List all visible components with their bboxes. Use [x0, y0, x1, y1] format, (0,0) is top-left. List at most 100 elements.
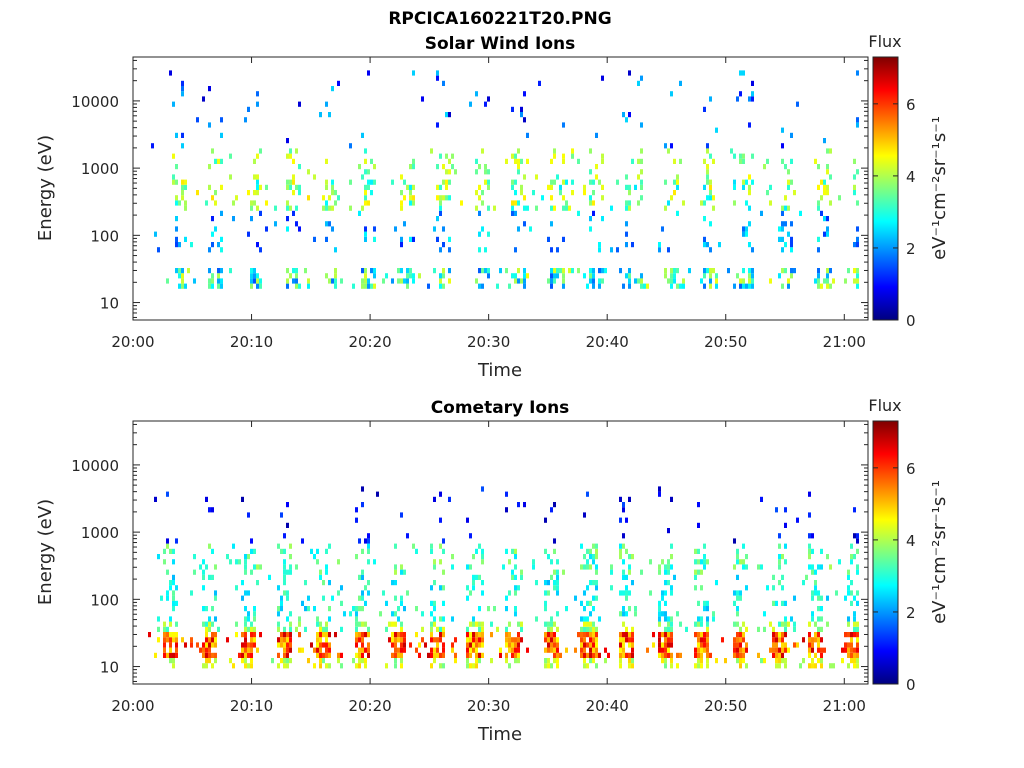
spectrogram-cell	[172, 600, 175, 606]
spectrogram-cell	[697, 600, 700, 606]
spectrogram-cell	[652, 632, 655, 638]
spectrogram-cell	[826, 148, 829, 154]
spectrogram-cell	[478, 642, 481, 648]
spectrogram-cell	[328, 205, 331, 211]
spectrogram-cell	[487, 179, 490, 185]
spectrogram-cell	[184, 205, 187, 211]
spectrogram-cell	[364, 195, 367, 201]
spectrogram-cell	[637, 174, 640, 180]
spectrogram-cell	[373, 179, 376, 185]
spectrogram-cell	[700, 642, 703, 648]
spectrogram-cell	[355, 637, 358, 643]
spectrogram-cell	[241, 580, 244, 586]
spectrogram-cell	[820, 616, 823, 622]
spectrogram-cell	[589, 580, 592, 586]
spectrogram-cell	[499, 647, 502, 653]
spectrogram-cell	[697, 621, 700, 627]
spectrogram-cell	[217, 278, 220, 284]
spectrogram-cell	[328, 606, 331, 612]
spectrogram-cell	[250, 637, 253, 643]
spectrogram-cell	[748, 242, 751, 248]
spectrogram-cell	[826, 278, 829, 284]
spectrogram-cell	[535, 616, 538, 622]
spectrogram-cell	[508, 632, 511, 638]
spectrogram-cell	[241, 632, 244, 638]
spectrogram-cell	[667, 148, 670, 154]
spectrogram-cell	[556, 637, 559, 643]
spectrogram-cell	[439, 153, 442, 159]
spectrogram-cell	[736, 548, 739, 554]
spectrogram-cell	[781, 585, 784, 591]
spectrogram-cell	[670, 637, 673, 643]
spectrogram-cell	[604, 647, 607, 653]
spectrogram-cell	[670, 663, 673, 669]
spectrogram-cell	[781, 283, 784, 289]
spectrogram-cell	[709, 184, 712, 190]
spectrogram-cell	[283, 569, 286, 575]
spectrogram-cell	[847, 621, 850, 627]
spectrogram-cell	[289, 543, 292, 549]
spectrogram-cell	[397, 268, 400, 274]
spectrogram-cell	[550, 574, 553, 580]
spectrogram-cell	[286, 153, 289, 159]
spectrogram-cell	[358, 595, 361, 601]
spectrogram-cell	[775, 647, 778, 653]
spectrogram-cell	[700, 559, 703, 565]
spectrogram-cell	[676, 283, 679, 289]
spectrogram-cell	[709, 278, 712, 284]
spectrogram-cell	[664, 652, 667, 658]
spectrogram-cell	[631, 663, 634, 669]
spectrogram-cell	[181, 80, 184, 86]
spectrogram-cell	[208, 637, 211, 643]
spectrogram-cell	[544, 548, 547, 554]
spectrogram-cell	[556, 574, 559, 580]
spectrogram-cell	[619, 637, 622, 643]
spectrogram-cell	[517, 268, 520, 274]
spectrogram-cell	[409, 190, 412, 196]
spectrogram-cell	[304, 268, 307, 274]
spectrogram-cell	[469, 621, 472, 627]
spectrogram-cell	[325, 548, 328, 554]
spectrogram-cell	[817, 642, 820, 648]
spectrogram-cell	[547, 658, 550, 664]
x-tick-label: 20:30	[467, 697, 510, 715]
spectrogram-cell	[421, 96, 424, 102]
spectrogram-cell	[631, 647, 634, 653]
spectrogram-cell	[211, 507, 214, 513]
spectrogram-cell	[715, 278, 718, 284]
spectrogram-cell	[856, 647, 859, 653]
spectrogram-cell	[820, 652, 823, 658]
spectrogram-cell	[175, 236, 178, 242]
spectrogram-cell	[400, 600, 403, 606]
spectrogram-cell	[433, 226, 436, 232]
spectrogram-cell	[595, 174, 598, 180]
spectrogram-cell	[436, 652, 439, 658]
spectrogram-cell	[436, 164, 439, 170]
spectrogram-cell	[229, 153, 232, 159]
spectrogram-cell	[856, 268, 859, 274]
spectrogram-cell	[853, 242, 856, 248]
spectrogram-cell	[286, 616, 289, 622]
spectrogram-cell	[481, 200, 484, 206]
y-tick-label: 10	[100, 295, 119, 313]
spectrogram-cell	[619, 642, 622, 648]
spectrogram-cell	[442, 273, 445, 279]
spectrogram-cell	[205, 606, 208, 612]
spectrogram-cell	[553, 658, 556, 664]
spectrogram-cell	[628, 273, 631, 279]
spectrogram-cell	[706, 652, 709, 658]
spectrogram-cell	[325, 564, 328, 570]
spectrogram-cell	[745, 283, 748, 289]
spectrogram-cell	[781, 574, 784, 580]
spectrogram-cell	[400, 242, 403, 248]
spectrogram-cell	[487, 273, 490, 279]
spectrogram-cell	[433, 606, 436, 612]
spectrogram-cell	[172, 590, 175, 596]
spectrogram-cell	[394, 642, 397, 648]
spectrogram-cell	[778, 273, 781, 279]
spectrogram-cell	[829, 564, 832, 570]
spectrogram-cell	[775, 600, 778, 606]
spectrogram-cell	[400, 647, 403, 653]
spectrogram-cell	[298, 101, 301, 107]
spectrogram-cell	[202, 621, 205, 627]
